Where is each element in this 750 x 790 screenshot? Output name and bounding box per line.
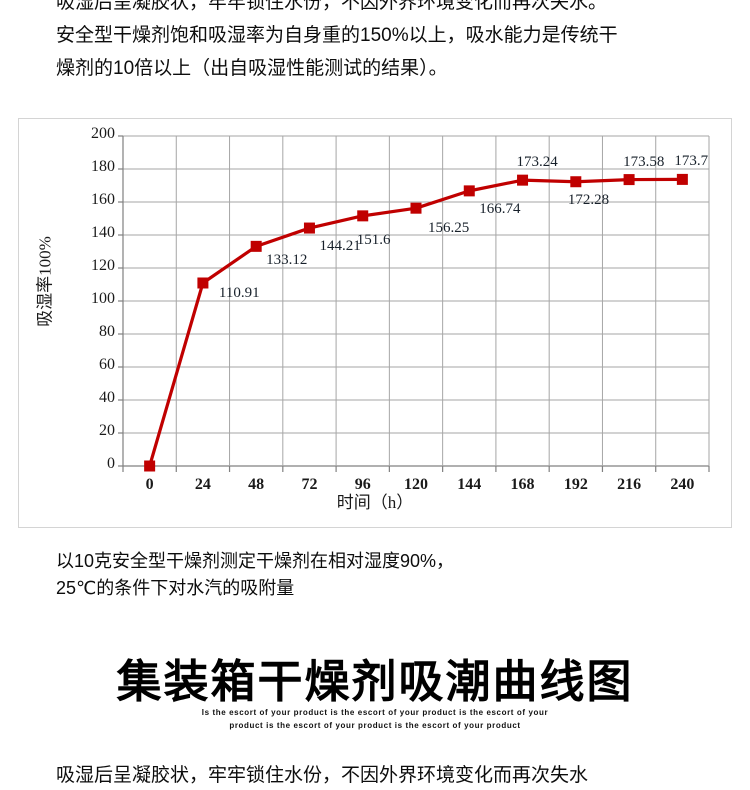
- page-subtitle-line-1: Is the escort of your product is the esc…: [201, 708, 549, 717]
- x-tick-label: 192: [563, 476, 588, 493]
- data-point-label: 133.12: [266, 252, 308, 269]
- y-tick-label: 160: [91, 191, 115, 208]
- bottom-paragraph: 吸湿后呈凝胶状，牢牢锁住水份，不因外界环境变化而再次失水: [56, 765, 589, 786]
- y-tick-label: 140: [91, 224, 115, 241]
- x-tick-label: 72: [301, 476, 318, 493]
- x-tick-label: 144: [457, 476, 482, 493]
- data-point-label: 173.24: [516, 154, 558, 171]
- y-axis-title: 吸湿率100%: [35, 236, 55, 327]
- caption-line-2: 25℃的条件下对水汽的吸附量: [56, 578, 295, 598]
- intro-line-0: 吸湿后呈凝胶状，牢牢锁住水份，不因外界环境变化而再次失水。: [56, 0, 608, 13]
- x-tick-label: 216: [617, 476, 642, 493]
- page-title: 集装箱干燥剂吸潮曲线图: [116, 657, 634, 707]
- y-tick-label: 100: [91, 290, 115, 307]
- x-axis-title: 时间（h）: [336, 493, 414, 512]
- moisture-absorption-chart: 200 180 160 140 120 100 80 60 40 20 0 0 24 48 72 96 120 1…: [18, 118, 732, 528]
- y-tick-label: 180: [91, 158, 115, 175]
- chart-caption: 以10克安全型干燥剂测定干燥剂在相对湿度90%， 25℃的条件下对水汽的吸附量: [56, 548, 716, 602]
- intro-paragraph: 吸湿后呈凝胶状，牢牢锁住水份，不因外界环境变化而再次失水。 安全型干燥剂饱和吸湿…: [56, 0, 746, 85]
- data-point-label: 172.28: [567, 191, 610, 208]
- data-point-label: 110.91: [218, 284, 260, 301]
- data-point-label: 166.74: [479, 200, 521, 217]
- intro-line-1: 安全型干燥剂饱和吸湿率为自身重的150%以上，吸水能力是传统干: [56, 25, 618, 46]
- data-point-label: 173.58: [623, 153, 665, 170]
- page-subtitle-line-2: product is the escort of your product is…: [229, 721, 521, 730]
- data-point-label: 173.7: [674, 153, 709, 170]
- x-tick-label: 240: [670, 476, 695, 493]
- y-tick-label: 40: [99, 389, 115, 406]
- chart-svg: [118, 135, 710, 472]
- data-point-label: 144.21: [319, 238, 361, 255]
- x-tick-label: 120: [404, 476, 428, 493]
- y-tick-label: 60: [99, 356, 115, 373]
- data-point-label: 151.6: [356, 231, 391, 248]
- x-tick-label: 168: [510, 476, 535, 493]
- y-tick-label: 80: [99, 323, 115, 340]
- x-tick-label: 96: [354, 476, 371, 493]
- intro-line-2: 燥剂的10倍以上（出自吸湿性能测试的结果）。: [56, 58, 448, 79]
- x-tick-label: 0: [145, 476, 154, 493]
- page-subtitle: Is the escort of your product is the esc…: [0, 706, 750, 732]
- y-tick-label: 120: [91, 257, 115, 274]
- y-tick-label: 200: [91, 125, 115, 142]
- chart-plot-area: 200 180 160 140 120 100 80 60 40 20 0 0 24 48 72 96 120 1…: [19, 119, 731, 527]
- data-point-label: 156.25: [428, 220, 470, 237]
- x-tick-label: 48: [248, 476, 265, 493]
- caption-line-1: 以10克安全型干燥剂测定干燥剂在相对湿度90%，: [56, 551, 455, 571]
- x-tick-label: 24: [194, 476, 211, 493]
- y-tick-label: 20: [99, 422, 115, 439]
- y-tick-label: 0: [107, 455, 115, 472]
